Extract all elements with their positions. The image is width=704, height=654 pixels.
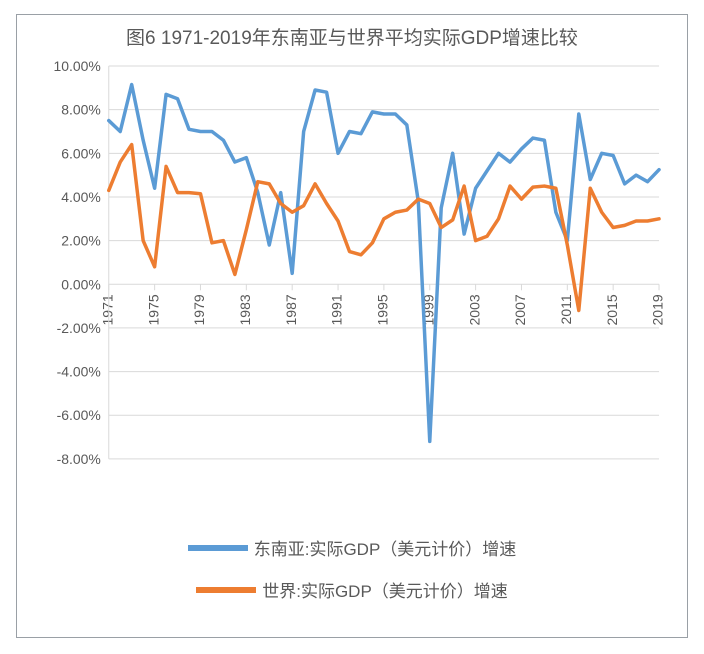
svg-text:2019: 2019 [650,294,666,325]
legend-item-sea: 东南亚:实际GDP（美元计价）增速 [17,535,687,560]
svg-text:1995: 1995 [375,294,391,325]
svg-text:-8.00%: -8.00% [57,451,101,467]
legend-label: 世界:实际GDP（美元计价）增速 [262,577,508,602]
svg-text:1991: 1991 [329,294,345,325]
plot-area: -8.00% -6.00% -4.00% -2.00% 0.00% 2.00% 4.00% 6… [35,60,669,511]
svg-text:2.00%: 2.00% [61,233,101,249]
chart-panel: 图6 1971-2019年东南亚与世界平均实际GDP增速比较 -8.00% -6.… [16,14,688,638]
legend-swatch-world [196,580,256,600]
legend: 东南亚:实际GDP（美元计价）增速 世界:实际GDP（美元计价）增速 [17,525,687,625]
line-chart-svg: -8.00% -6.00% -4.00% -2.00% 0.00% 2.00% 4.00% 6… [35,60,669,511]
svg-text:8.00%: 8.00% [61,102,101,118]
svg-text:4.00%: 4.00% [61,189,101,205]
svg-text:1971: 1971 [99,294,115,325]
svg-text:1979: 1979 [191,294,207,325]
svg-text:2007: 2007 [512,294,528,325]
svg-text:-6.00%: -6.00% [57,407,101,423]
svg-text:0.00%: 0.00% [61,276,101,292]
svg-text:10.00%: 10.00% [53,60,100,74]
legend-swatch-sea [188,538,248,558]
svg-text:-2.00%: -2.00% [57,320,101,336]
chart-title: 图6 1971-2019年东南亚与世界平均实际GDP增速比较 [17,23,687,50]
svg-text:2011: 2011 [558,294,574,324]
svg-text:6.00%: 6.00% [61,145,101,161]
svg-text:1983: 1983 [237,294,253,325]
svg-text:1987: 1987 [283,294,299,325]
svg-text:2003: 2003 [466,294,482,325]
svg-text:-4.00%: -4.00% [57,364,101,380]
svg-text:2015: 2015 [604,294,620,325]
legend-label: 东南亚:实际GDP（美元计价）增速 [254,535,517,560]
svg-text:1975: 1975 [145,294,161,325]
legend-item-world: 世界:实际GDP（美元计价）增速 [17,577,687,602]
